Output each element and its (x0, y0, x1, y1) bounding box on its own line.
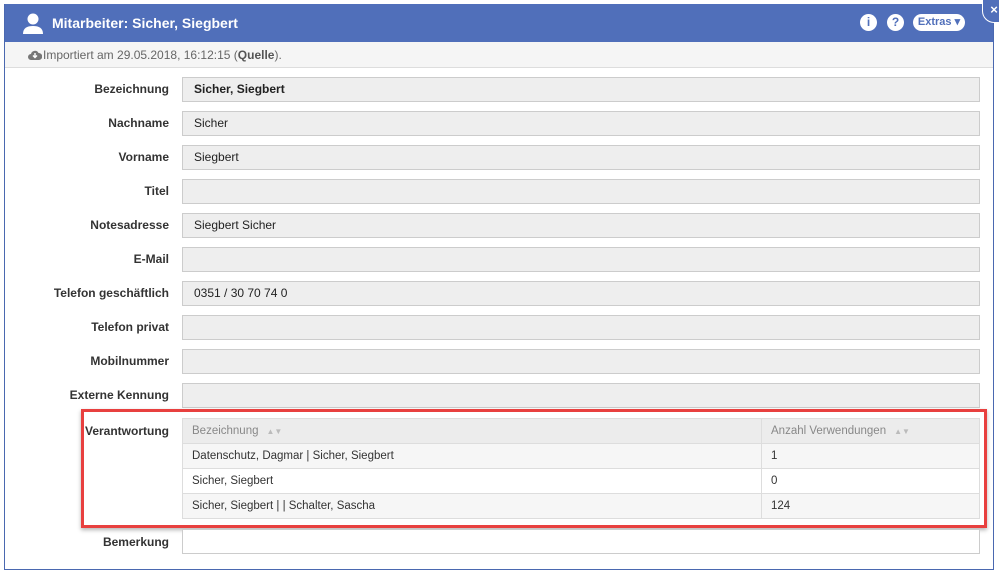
cell-bezeichnung: Datenschutz, Dagmar | Sicher, Siegbert (182, 443, 762, 469)
cell-anzahl: 1 (761, 443, 980, 469)
column-header-bezeichnung[interactable]: Bezeichnung ▲▼ (182, 418, 762, 444)
nachname-label: Nachname (108, 116, 169, 130)
vorname-label: Vorname (118, 150, 169, 164)
titel-label: Titel (144, 184, 169, 198)
titel-field[interactable] (182, 179, 980, 204)
source-link[interactable]: Quelle (237, 48, 275, 62)
title-bar: Mitarbeiter: Sicher, Siegbert i ? Extras… (5, 0, 999, 42)
import-suffix: ). (274, 48, 282, 62)
cell-bezeichnung: Sicher, Siegbert (182, 468, 762, 494)
cell-anzahl: 0 (761, 468, 980, 494)
table-row[interactable]: Sicher, Siegbert 0 (182, 468, 980, 494)
mobilnummer-field[interactable] (182, 349, 980, 374)
nachname-field[interactable]: Sicher (182, 111, 980, 136)
telefon-privat-label: Telefon privat (91, 320, 169, 334)
verantwortung-label: Verantwortung (84, 424, 169, 438)
externe-kennung-label: Externe Kennung (69, 388, 169, 402)
mobilnummer-label: Mobilnummer (90, 354, 169, 368)
notesadresse-field[interactable]: Siegbert Sicher (182, 213, 980, 238)
close-button[interactable]: × (982, 0, 999, 23)
column-label: Bezeichnung (192, 425, 259, 437)
sort-icon[interactable]: ▲▼ (894, 427, 910, 436)
bezeichnung-field[interactable]: Sicher, Siegbert (182, 77, 980, 102)
bemerkung-label: Bemerkung (102, 535, 169, 549)
e-mail-label: E-Mail (133, 252, 169, 266)
vorname-field[interactable]: Siegbert (182, 145, 980, 170)
sort-icon[interactable]: ▲▼ (266, 427, 283, 436)
import-info: Importiert am 29.05.2018, 16:12:15 (Quel… (5, 42, 993, 68)
telefon-gesch-ftlich-field[interactable]: 0351 / 30 70 74 0 (182, 281, 980, 306)
verantwortung-table: Bezeichnung ▲▼ Anzahl Verwendungen ▲▼ Date… (182, 418, 980, 519)
window-title: Mitarbeiter: Sicher, Siegbert (52, 15, 238, 31)
notesadresse-label: Notesadresse (90, 218, 169, 232)
cell-anzahl: 124 (761, 493, 980, 519)
column-label: Anzahl Verwendungen (771, 425, 887, 437)
telefon-privat-field[interactable] (182, 315, 980, 340)
user-icon (23, 13, 43, 34)
bemerkung-field[interactable] (182, 529, 980, 554)
cell-bezeichnung: Sicher, Siegbert | | Schalter, Sascha (182, 493, 762, 519)
table-header: Bezeichnung ▲▼ Anzahl Verwendungen ▲▼ (182, 418, 980, 444)
telefon-gesch-ftlich-label: Telefon geschäftlich (53, 286, 169, 300)
table-row[interactable]: Datenschutz, Dagmar | Sicher, Siegbert 1 (182, 443, 980, 469)
externe-kennung-field[interactable] (182, 383, 980, 408)
bezeichnung-label: Bezeichnung (94, 82, 169, 96)
e-mail-field[interactable] (182, 247, 980, 272)
cloud-download-icon (28, 50, 42, 60)
extras-dropdown[interactable]: Extras ▾ (913, 14, 965, 31)
column-header-anzahl[interactable]: Anzahl Verwendungen ▲▼ (761, 418, 980, 444)
info-button[interactable]: i (860, 14, 877, 31)
help-button[interactable]: ? (887, 14, 904, 31)
highlight-box (81, 409, 987, 528)
import-text: Importiert am 29.05.2018, 16:12:15 ( (43, 48, 238, 62)
table-row[interactable]: Sicher, Siegbert | | Schalter, Sascha 124 (182, 493, 980, 519)
